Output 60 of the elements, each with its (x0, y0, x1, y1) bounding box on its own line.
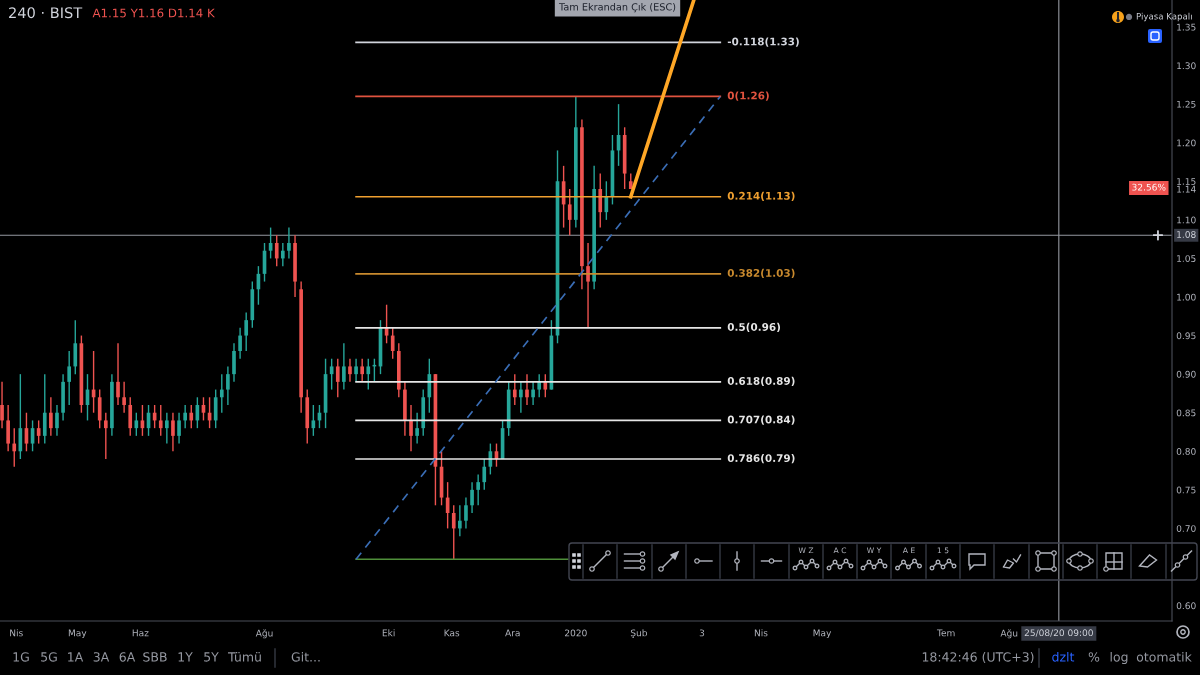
y-tick-label: 1.15 (1177, 178, 1196, 185)
y-tick-label: 1.30 (1177, 62, 1196, 70)
text: Git... (291, 651, 320, 662)
text: 1A (68, 652, 84, 662)
ref-line-label: 1.08 (1177, 231, 1196, 238)
annotation: Tam Ekrandan Çık (ESC) (558, 3, 676, 13)
y-tick-label: 0.85 (1176, 409, 1196, 417)
text: 5Y (204, 652, 219, 662)
text: SBB (143, 652, 167, 662)
x-tick-label: May (68, 629, 87, 639)
x-tick-label: 3 (699, 629, 705, 637)
annotation: Piyasa Kapalı (1136, 12, 1192, 22)
y-tick-label: 1.05 (1177, 255, 1196, 262)
text: 5G (41, 652, 57, 662)
annotation: 32.56% (1132, 183, 1166, 191)
series-label: 0.707(0.84) (727, 415, 795, 425)
y-tick-label: 0.60 (1176, 602, 1196, 610)
y-tick-label: 0.95 (1176, 332, 1196, 340)
y-tick-label: 0.70 (1176, 525, 1196, 532)
x-tick-label: Nis (754, 629, 768, 637)
text: Tümü (228, 651, 261, 662)
series-label: 0.5(0.96) (727, 322, 781, 333)
x-tick-label: Tem (936, 629, 955, 637)
y-tick-label: 0.80 (1176, 448, 1196, 455)
y-tick-label: 1.00 (1177, 293, 1196, 301)
x-tick-label: Ara (505, 629, 520, 637)
text: 6A (119, 652, 136, 662)
series-label: 0.382(1.03) (727, 268, 795, 279)
text: 18:42:46 (UTC+3) (922, 651, 1034, 664)
x-tick-label: Ağu (255, 629, 273, 639)
series-label: -0.118(1.33) (727, 37, 799, 47)
y-tick-label: 1.20 (1177, 139, 1196, 147)
x-tick-label: 2020 (565, 629, 587, 637)
text: dzlt (1052, 651, 1075, 662)
text: otomatik (1136, 651, 1192, 662)
x-tick-label: Şub (630, 629, 647, 638)
text: 1G (13, 652, 29, 662)
text: A1.15 Y1.16 D1.14 K (92, 8, 215, 18)
x-tick-label: Nis (10, 629, 23, 637)
y-tick-label: 1.10 (1177, 216, 1196, 224)
series-label: 0.214(1.13) (727, 191, 795, 201)
chart-title: 240 · BIST (9, 7, 83, 19)
x-tick-label: Haz (132, 629, 149, 637)
series-label: 0.786(0.79) (727, 453, 795, 464)
x-tick-label: May (813, 629, 832, 639)
text: log (1110, 651, 1128, 665)
x-tick-label: Eki (382, 629, 395, 637)
y-tick-label: 0.75 (1176, 486, 1196, 494)
text: 3A (93, 652, 110, 662)
y-tick-label: 1.14 (1177, 185, 1196, 193)
text: 1Y (178, 652, 193, 662)
y-tick-label: 1.25 (1177, 100, 1196, 108)
x-tick-label: Kas (444, 629, 460, 637)
x-tick-label: Ağu (1000, 629, 1018, 639)
series-label: 0(1.26) (727, 91, 769, 101)
ref-line-label: 25/08/20 09:00 (1024, 629, 1093, 637)
y-tick-label: 0.90 (1176, 370, 1196, 378)
text: % (1088, 652, 1100, 662)
y-tick-label: 1.35 (1177, 23, 1196, 31)
series-label: 0.618(0.89) (727, 376, 795, 387)
